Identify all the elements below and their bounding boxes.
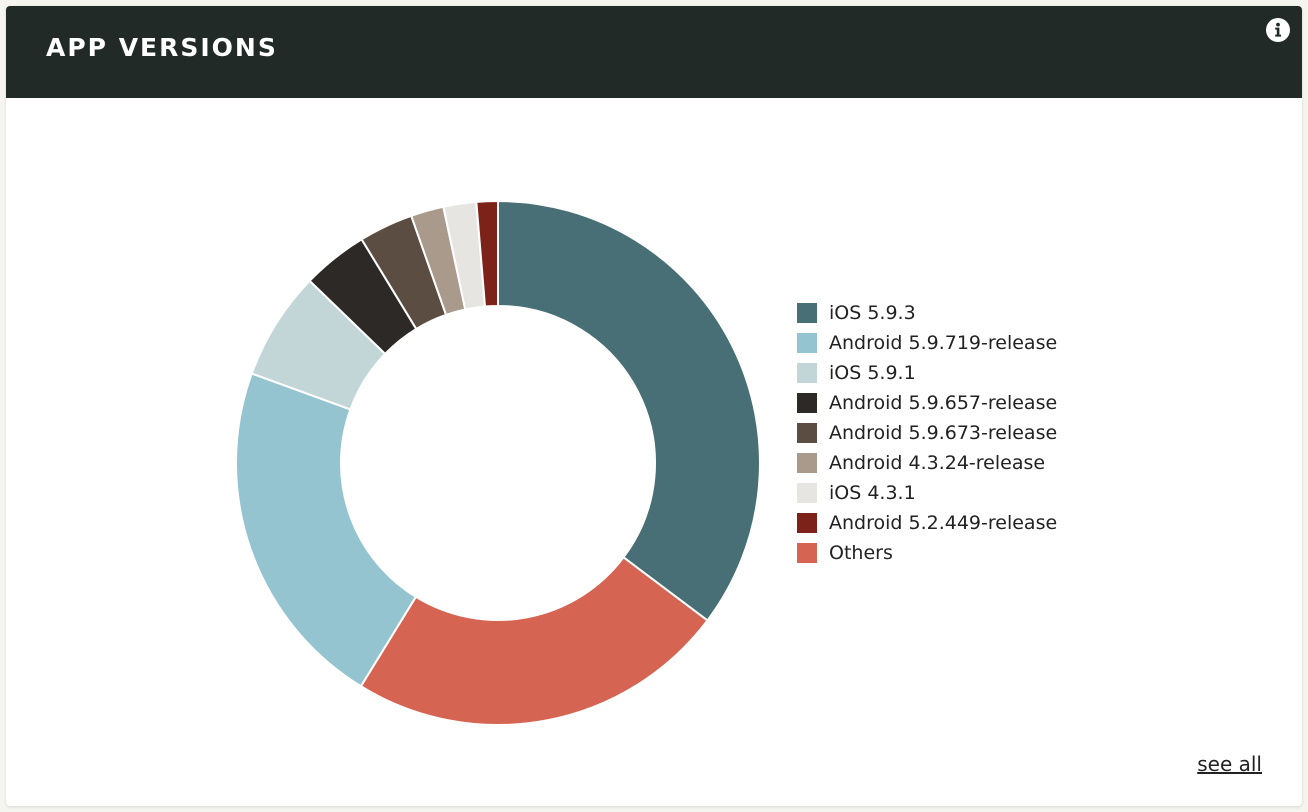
info-circle-icon[interactable]	[1265, 17, 1291, 43]
legend-label: iOS 4.3.1	[829, 482, 916, 504]
legend-label: Others	[829, 542, 893, 564]
legend-swatch	[797, 423, 817, 443]
legend-item-android-5-9-673-release[interactable]: Android 5.9.673-release	[797, 418, 1057, 448]
legend-swatch	[797, 363, 817, 383]
legend-swatch	[797, 543, 817, 563]
legend-item-android-5-9-657-release[interactable]: Android 5.9.657-release	[797, 388, 1057, 418]
legend-label: Android 5.9.657-release	[829, 392, 1058, 414]
chart-legend: iOS 5.9.3 Android 5.9.719-release iOS 5.9.…	[797, 298, 1057, 568]
legend-item-android-5-9-719-release[interactable]: Android 5.9.719-release	[797, 328, 1057, 358]
donut-slice-android-5-2-449-release[interactable]	[475, 200, 499, 308]
card-header: APP VERSIONS	[6, 6, 1302, 98]
card-title: APP VERSIONS	[46, 33, 278, 62]
see-all-link[interactable]: see all	[1197, 752, 1262, 776]
legend-item-ios-4-3-1[interactable]: iOS 4.3.1	[797, 478, 1057, 508]
legend-item-ios-5-9-1[interactable]: iOS 5.9.1	[797, 358, 1057, 388]
legend-item-android-4-3-24-release[interactable]: Android 4.3.24-release	[797, 448, 1057, 478]
legend-label: Android 4.3.24-release	[829, 452, 1046, 474]
app-versions-card: APP VERSIONS iOS 5.9.3 Android 5.9.719-re…	[6, 6, 1302, 806]
legend-swatch	[797, 513, 817, 533]
legend-item-android-5-2-449-release[interactable]: Android 5.2.449-release	[797, 508, 1057, 538]
legend-label: iOS 5.9.3	[829, 302, 916, 324]
legend-swatch	[797, 393, 817, 413]
donut-slice-android-5-9-719-release[interactable]	[235, 372, 417, 688]
legend-swatch	[797, 453, 817, 473]
legend-label: Android 5.9.673-release	[829, 422, 1058, 444]
donut-slice-others[interactable]	[359, 556, 709, 726]
donut-slice-ios-5-9-3[interactable]	[497, 200, 761, 622]
legend-swatch	[797, 333, 817, 353]
legend-swatch	[797, 303, 817, 323]
legend-label: iOS 5.9.1	[829, 362, 916, 384]
donut-chart	[235, 200, 761, 726]
legend-label: Android 5.9.719-release	[829, 332, 1058, 354]
legend-swatch	[797, 483, 817, 503]
legend-label: Android 5.2.449-release	[829, 512, 1058, 534]
legend-item-ios-5-9-3[interactable]: iOS 5.9.3	[797, 298, 1057, 328]
legend-item-others[interactable]: Others	[797, 538, 1057, 568]
